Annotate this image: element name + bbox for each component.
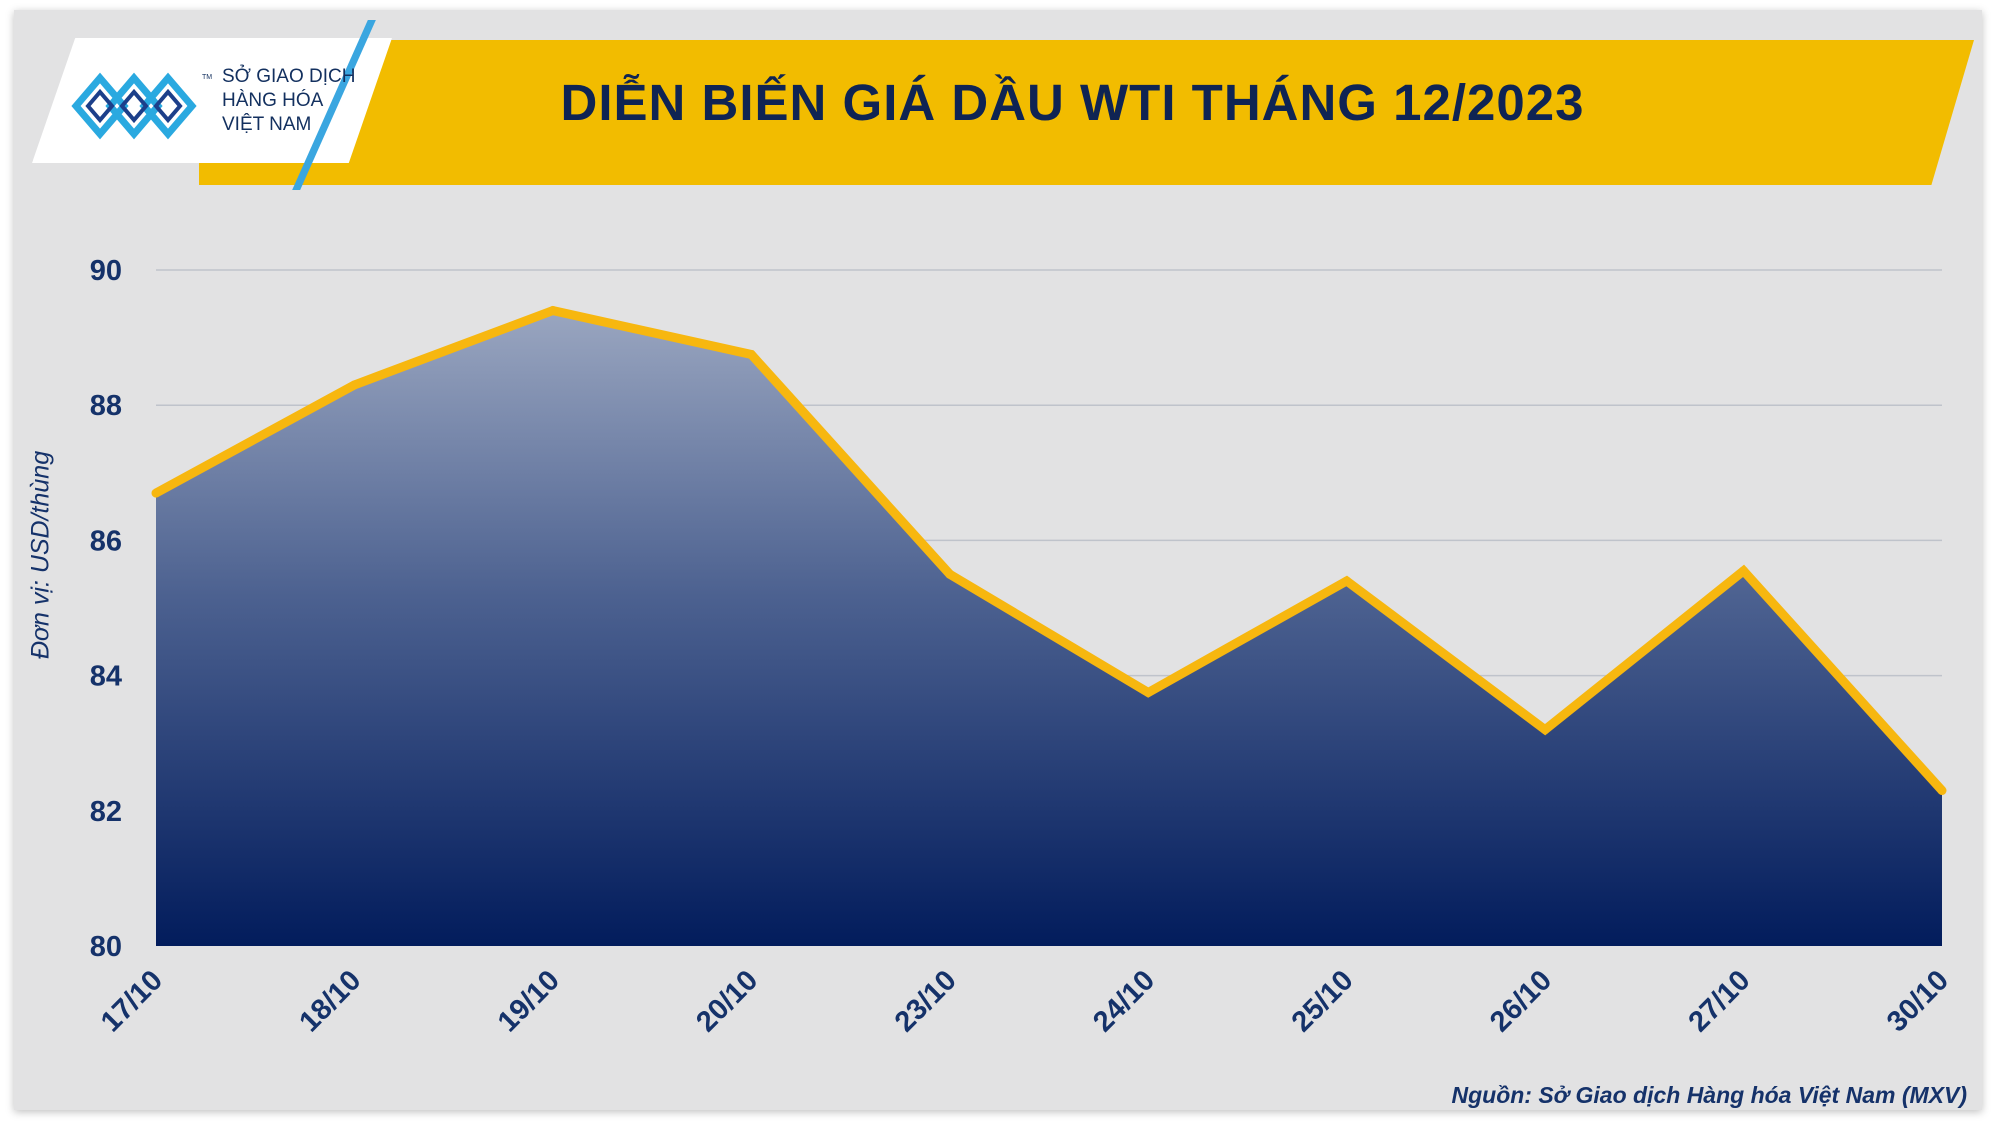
data-point-25/10 (1342, 576, 1352, 586)
y-tick-label: 88 (90, 390, 122, 422)
x-tick-label: 20/10 (690, 964, 764, 1038)
y-tick-label: 90 (90, 255, 122, 287)
x-tick-label: 24/10 (1087, 964, 1161, 1038)
logo-trademark: TM (202, 74, 213, 81)
x-tick-label: 30/10 (1881, 964, 1955, 1038)
price-line (153, 305, 1946, 794)
y-tick-label: 86 (90, 525, 122, 557)
x-tick-label: 25/10 (1286, 964, 1360, 1038)
area-layer (151, 305, 1947, 946)
data-point-26/10 (1540, 725, 1550, 735)
data-point-19/10 (548, 306, 558, 316)
data-point-20/10 (746, 350, 756, 359)
data-point-27/10 (1739, 566, 1749, 576)
x-tick-label: 26/10 (1484, 964, 1558, 1038)
x-tick-label: 27/10 (1683, 964, 1757, 1038)
price-area (156, 310, 1942, 946)
logo-line-1: SỞ GIAO DỊCH (222, 66, 356, 87)
mxv-logo-icon (71, 72, 197, 140)
data-point-23/10 (945, 569, 955, 579)
data-point-30/10 (1937, 786, 1947, 796)
y-tick-label: 82 (90, 796, 122, 828)
logo-line-3: VIỆT NAM (222, 114, 312, 135)
chart-title: DIỄN BIẾN GIÁ DẦU WTI THÁNG 12/2023 (560, 74, 1585, 131)
data-point-24/10 (1143, 688, 1153, 697)
logo-line-2: HÀNG HÓA (222, 90, 324, 111)
title-banner (199, 40, 1974, 185)
x-tick-label: 18/10 (293, 964, 367, 1038)
data-point-17/10 (151, 488, 161, 498)
x-tick-label: 19/10 (492, 964, 566, 1038)
y-axis-label: Đơn vị: USD/thùng (26, 450, 55, 660)
x-tick-label: 23/10 (889, 964, 963, 1038)
x-tick-label: 17/10 (95, 964, 169, 1038)
y-tick-label: 84 (90, 661, 122, 693)
y-tick-label: 80 (90, 931, 122, 963)
source-note: Nguồn: Sở Giao dịch Hàng hóa Việt Nam (M… (1451, 1082, 1967, 1108)
data-point-18/10 (349, 380, 359, 390)
